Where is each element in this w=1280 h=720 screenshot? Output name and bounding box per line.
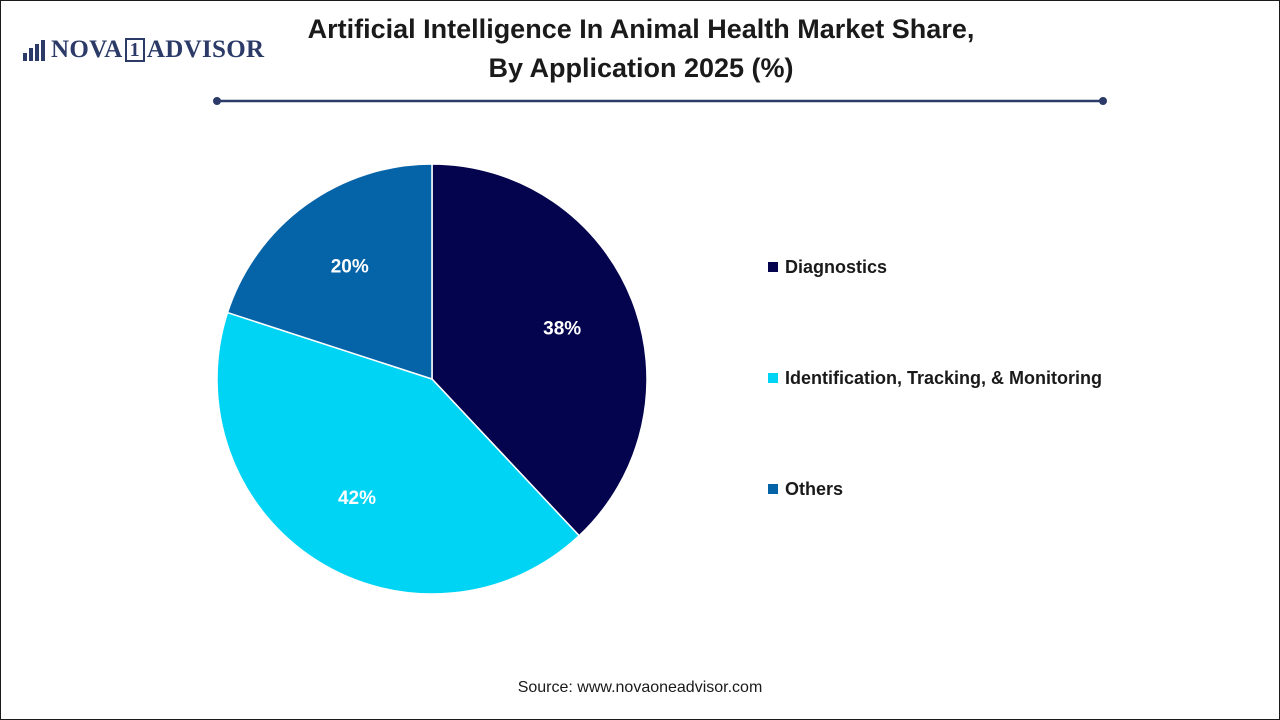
pie-slice-diagnostics xyxy=(431,163,648,537)
legend-label: Identification, Tracking, & Monitoring xyxy=(785,367,1103,388)
pie-slices xyxy=(216,163,648,595)
pie-data-labels: 38% 42% 20% xyxy=(331,257,582,509)
legend-item: Diagnostics xyxy=(768,252,1102,282)
brand-name-part3: ADVISOR xyxy=(146,36,265,63)
pie-chart: 38% 42% 20% xyxy=(216,163,648,595)
pie-data-label: 38% xyxy=(543,318,581,339)
chart-legend: Diagnostics Identification, Tracking, & M… xyxy=(768,252,1102,585)
legend-label: Diagnostics xyxy=(785,256,888,277)
legend-item: Identification, Tracking, & Monitoring xyxy=(768,363,1102,393)
pie-slice-others xyxy=(226,163,433,381)
legend-swatch xyxy=(768,484,778,494)
chart-title: Artificial Intelligence In Animal Health… xyxy=(307,14,975,83)
brand-logo: NOVA 1 ADVISOR xyxy=(22,36,264,64)
brand-name-part2: 1 xyxy=(124,38,145,62)
legend-label: Others xyxy=(785,478,844,499)
pie-slice-identification-tracking-monitoring xyxy=(216,311,581,595)
legend-swatch xyxy=(768,262,778,272)
legend-item: Others xyxy=(768,474,1102,504)
title-divider xyxy=(213,97,1107,105)
source-note: Source: www.novaoneadvisor.com xyxy=(517,679,763,696)
brand-name-part1: NOVA xyxy=(51,36,123,63)
pie-data-label: 20% xyxy=(331,257,369,278)
legend-swatch xyxy=(768,373,778,383)
bar-chart-icon xyxy=(23,40,45,61)
pie-data-label: 42% xyxy=(338,488,376,509)
